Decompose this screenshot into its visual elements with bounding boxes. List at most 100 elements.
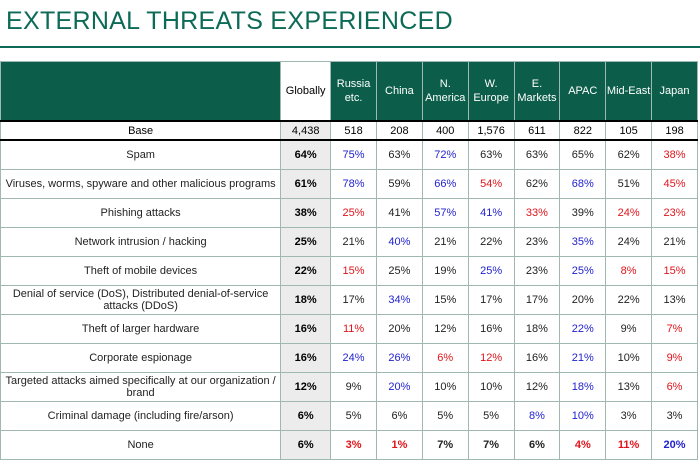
table-cell: 6% [513,430,561,460]
table-cell: 24% [605,198,653,228]
table-cell: 6% [421,343,469,373]
row-label: None [0,430,282,460]
table-cell: 65% [559,139,607,170]
table-cell: 19% [421,256,469,286]
table-cell: 20% [559,285,607,315]
table-cell: 39% [559,198,607,228]
table-cell: 25% [375,256,423,286]
table-cell: 5% [330,401,377,431]
table-cell: 5% [467,401,515,431]
table-row: Targeted attacks aimed specifically at o… [0,372,698,402]
table-cell: 41% [375,198,423,228]
row-label: Targeted attacks aimed specifically at o… [0,372,282,402]
table-cell: 22% [605,285,653,315]
corner-cell [0,61,282,122]
table-cell: 25% [280,227,332,257]
table-cell: 33% [513,198,561,228]
table-cell: 7% [421,430,469,460]
table-cell: 26% [375,343,423,373]
table-cell: 8% [605,256,653,286]
base-cell: 208 [375,120,423,141]
base-cell: 400 [421,120,469,141]
table-cell: 34% [375,285,423,315]
table-cell: 10% [467,372,515,402]
table-row: Network intrusion / hacking 25% 21% 40% 21% 2… [0,227,698,257]
table-cell: 54% [467,169,515,199]
table-cell: 20% [375,372,423,402]
table-cell: 17% [330,285,377,315]
table-cell: 23% [513,227,561,257]
table-cell: 6% [651,372,698,402]
table-cell: 15% [330,256,377,286]
table-cell: 5% [421,401,469,431]
row-label: Phishing attacks [0,198,282,228]
row-label: Spam [0,139,282,170]
column-header-globally: Globally [280,61,332,122]
table-cell: 21% [421,227,469,257]
base-label: Base [0,120,282,141]
table-row: Corporate espionage 16% 24% 26% 6% 12% 16% 21% 1… [0,343,698,373]
table-cell: 22% [280,256,332,286]
base-cell: 1,576 [467,120,515,141]
table-cell: 11% [605,430,653,460]
table-cell: 62% [605,139,653,170]
table-cell: 64% [280,139,332,170]
table-cell: 3% [651,401,698,431]
table-cell: 15% [421,285,469,315]
row-label: Theft of mobile devices [0,256,282,286]
column-header-n-america: N. America [421,61,469,122]
page-title: EXTERNAL THREATS EXPERIENCED [6,7,453,35]
table-cell: 9% [605,314,653,344]
table-cell: 16% [467,314,515,344]
table-cell: 61% [280,169,332,199]
base-cell: 611 [513,120,561,141]
column-header-russia: Russia etc. [330,61,377,122]
table-cell: 16% [280,343,332,373]
column-header-e-markets: E. Markets [513,61,561,122]
table-cell: 6% [280,401,332,431]
table-cell: 22% [467,227,515,257]
column-header-mid-east: Mid-East [605,61,653,122]
row-label: Corporate espionage [0,343,282,373]
table-row: Theft of larger hardware 16% 11% 20% 12% 16% 1… [0,314,698,344]
table-cell: 25% [467,256,515,286]
table-cell: 12% [421,314,469,344]
table-cell: 72% [421,139,469,170]
table-cell: 17% [513,285,561,315]
base-cell: 198 [651,120,698,141]
table-cell: 7% [651,314,698,344]
table-row: Criminal damage (including fire/arson) 6%… [0,401,698,431]
base-cell: 105 [605,120,653,141]
table-cell: 35% [559,227,607,257]
table-cell: 21% [330,227,377,257]
table-cell: 75% [330,139,377,170]
base-cell: 4,438 [280,120,332,141]
table-cell: 16% [280,314,332,344]
table-cell: 15% [651,256,698,286]
table-cell: 8% [513,401,561,431]
table-cell: 68% [559,169,607,199]
table-cell: 18% [559,372,607,402]
table-cell: 66% [421,169,469,199]
table-cell: 3% [330,430,377,460]
table-cell: 18% [280,285,332,315]
table-cell: 59% [375,169,423,199]
table-row: Phishing attacks 38% 25% 41% 57% 41% 33% 39% 24%… [0,198,698,228]
row-label: Network intrusion / hacking [0,227,282,257]
table-cell: 21% [559,343,607,373]
table-cell: 51% [605,169,653,199]
table-cell: 57% [421,198,469,228]
column-header-china: China [375,61,423,122]
threats-table: Globally Russia etc. China N. America W.… [0,61,698,460]
table-cell: 25% [330,198,377,228]
table-cell: 78% [330,169,377,199]
table-cell: 24% [605,227,653,257]
table-cell: 22% [559,314,607,344]
table-cell: 7% [467,430,515,460]
table-cell: 6% [280,430,332,460]
column-header-w-europe: W. Europe [467,61,515,122]
table-cell: 3% [605,401,653,431]
table-cell: 20% [651,430,698,460]
base-cell: 822 [559,120,607,141]
table-cell: 13% [605,372,653,402]
